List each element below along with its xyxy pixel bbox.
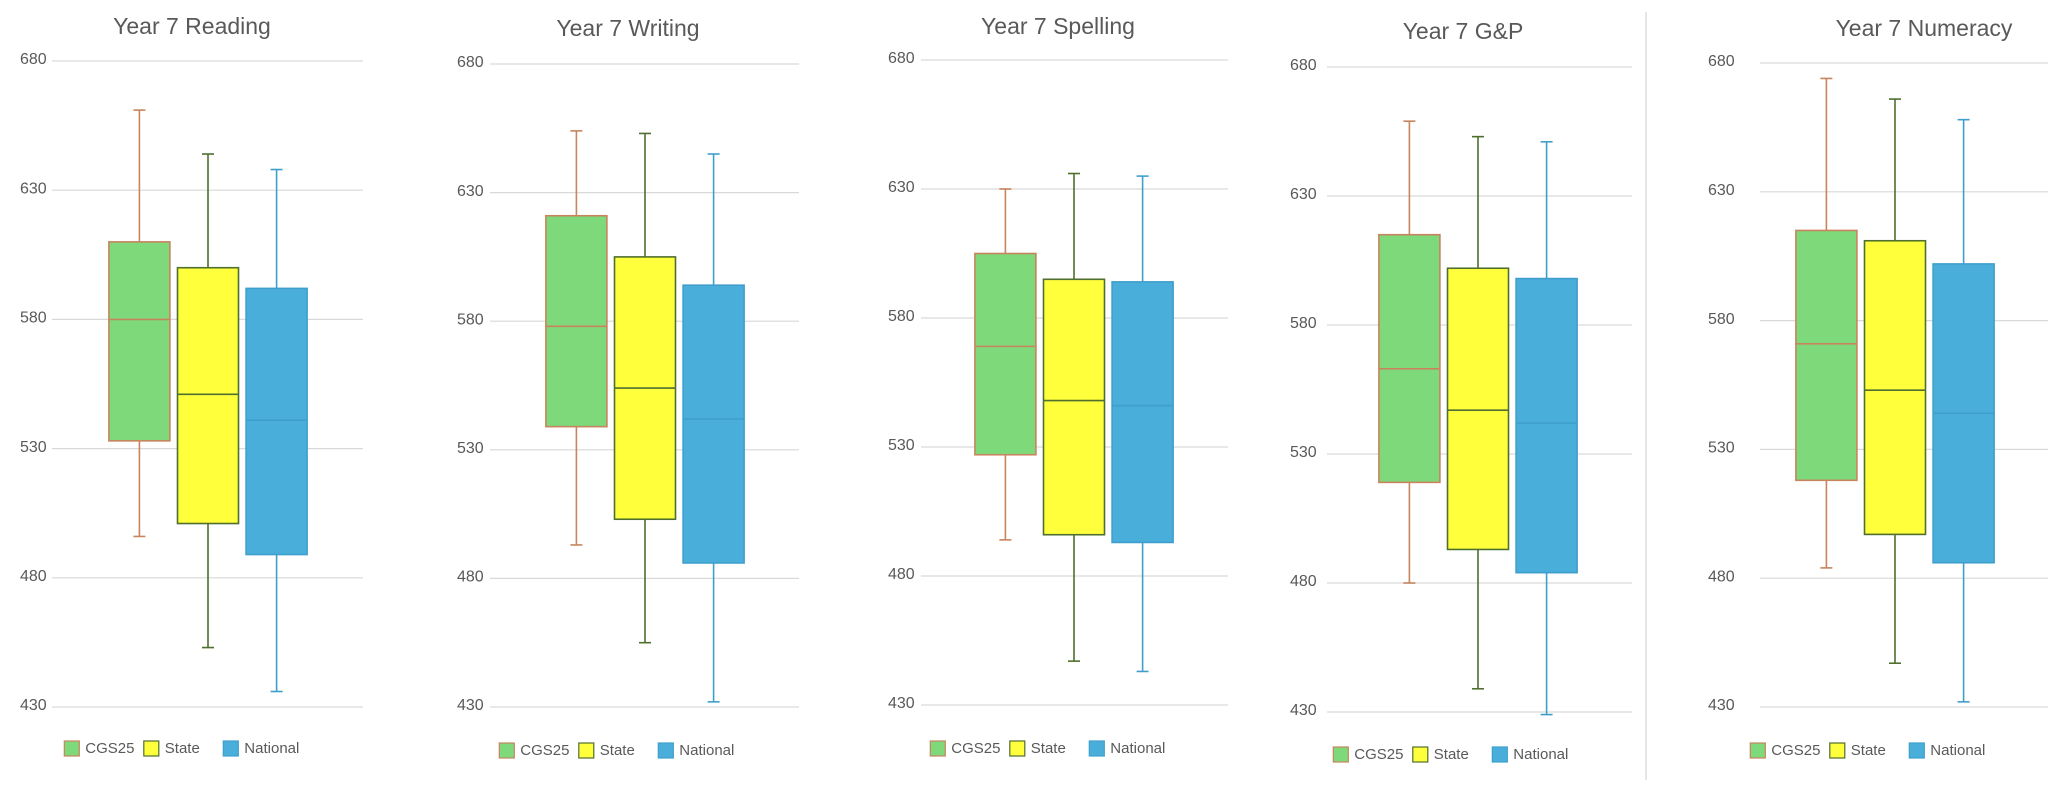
y-tick-label: 580 (1708, 311, 1735, 328)
legend-label: State (165, 740, 200, 757)
legend-swatch (1009, 740, 1026, 757)
y-tick-label: 630 (457, 183, 484, 200)
y-tick-label: 480 (888, 566, 915, 583)
box (682, 284, 745, 564)
legend-swatch (63, 740, 80, 757)
box (1111, 281, 1174, 544)
chart-title: Year 7 Writing (556, 15, 699, 41)
box (1863, 239, 1927, 536)
legend-label: CGS25 (951, 740, 1000, 757)
box (1446, 267, 1510, 551)
y-tick-label: 580 (888, 308, 915, 325)
legend-label: National (1513, 746, 1568, 763)
legend-label: CGS25 (1354, 746, 1403, 763)
legend-swatch (498, 742, 515, 759)
y-tick-label: 630 (20, 180, 47, 197)
y-tick-label: 530 (1290, 444, 1317, 461)
y-tick-label: 680 (1290, 57, 1317, 74)
box (108, 241, 171, 442)
legend-label: CGS25 (1771, 742, 1820, 759)
box (545, 214, 608, 428)
y-tick-label: 530 (888, 437, 915, 454)
legend-label: State (1434, 746, 1469, 763)
y-tick-label: 480 (1290, 573, 1317, 590)
legend-label: CGS25 (520, 742, 569, 759)
chart-title: Year 7 Reading (113, 13, 271, 39)
legend-swatch (1908, 742, 1925, 759)
legend-label: State (1851, 742, 1886, 759)
y-tick-label: 480 (1708, 568, 1735, 585)
y-tick-label: 430 (888, 695, 915, 712)
legend-swatch (143, 740, 160, 757)
y-tick-label: 530 (20, 439, 47, 456)
y-tick-label: 580 (457, 311, 484, 328)
legend-swatch (1088, 740, 1105, 757)
legend-label: State (600, 742, 635, 759)
y-tick-label: 530 (1708, 440, 1735, 457)
legend-label: National (679, 742, 734, 759)
y-tick-label: 580 (20, 310, 47, 327)
y-tick-label: 530 (457, 440, 484, 457)
y-tick-label: 480 (20, 568, 47, 585)
legend-swatch (1412, 746, 1429, 763)
legend-swatch (222, 740, 239, 757)
y-tick-label: 580 (1290, 315, 1317, 332)
box (1515, 277, 1578, 574)
box (1378, 233, 1441, 484)
legend-label: National (1930, 742, 1985, 759)
y-tick-label: 480 (457, 569, 484, 586)
box (245, 287, 308, 556)
y-tick-label: 680 (457, 54, 484, 71)
y-tick-label: 430 (1290, 702, 1317, 719)
legend-label: State (1031, 740, 1066, 757)
legend-swatch (1829, 742, 1846, 759)
y-tick-label: 430 (457, 697, 484, 714)
legend-swatch (929, 740, 946, 757)
legend-swatch (657, 742, 674, 759)
legend-swatch (1749, 742, 1766, 759)
box (176, 266, 240, 525)
box (974, 252, 1037, 456)
chart-title: Year 7 G&P (1403, 18, 1524, 44)
y-tick-label: 630 (1290, 186, 1317, 203)
y-tick-label: 430 (1708, 697, 1735, 714)
box (1795, 229, 1858, 482)
legend-label: National (244, 740, 299, 757)
y-tick-label: 680 (20, 51, 47, 68)
y-tick-label: 680 (888, 50, 915, 67)
chart-title: Year 7 Spelling (981, 13, 1135, 39)
chart-title: Year 7 Numeracy (1836, 15, 2013, 41)
y-tick-label: 680 (1708, 53, 1735, 70)
y-tick-label: 630 (888, 179, 915, 196)
legend-swatch (1491, 746, 1508, 763)
legend-swatch (1332, 746, 1349, 763)
legend-label: National (1110, 740, 1165, 757)
y-tick-label: 430 (20, 697, 47, 714)
y-tick-label: 630 (1708, 182, 1735, 199)
legend-label: CGS25 (85, 740, 134, 757)
box (1042, 278, 1106, 536)
legend-swatch (578, 742, 595, 759)
